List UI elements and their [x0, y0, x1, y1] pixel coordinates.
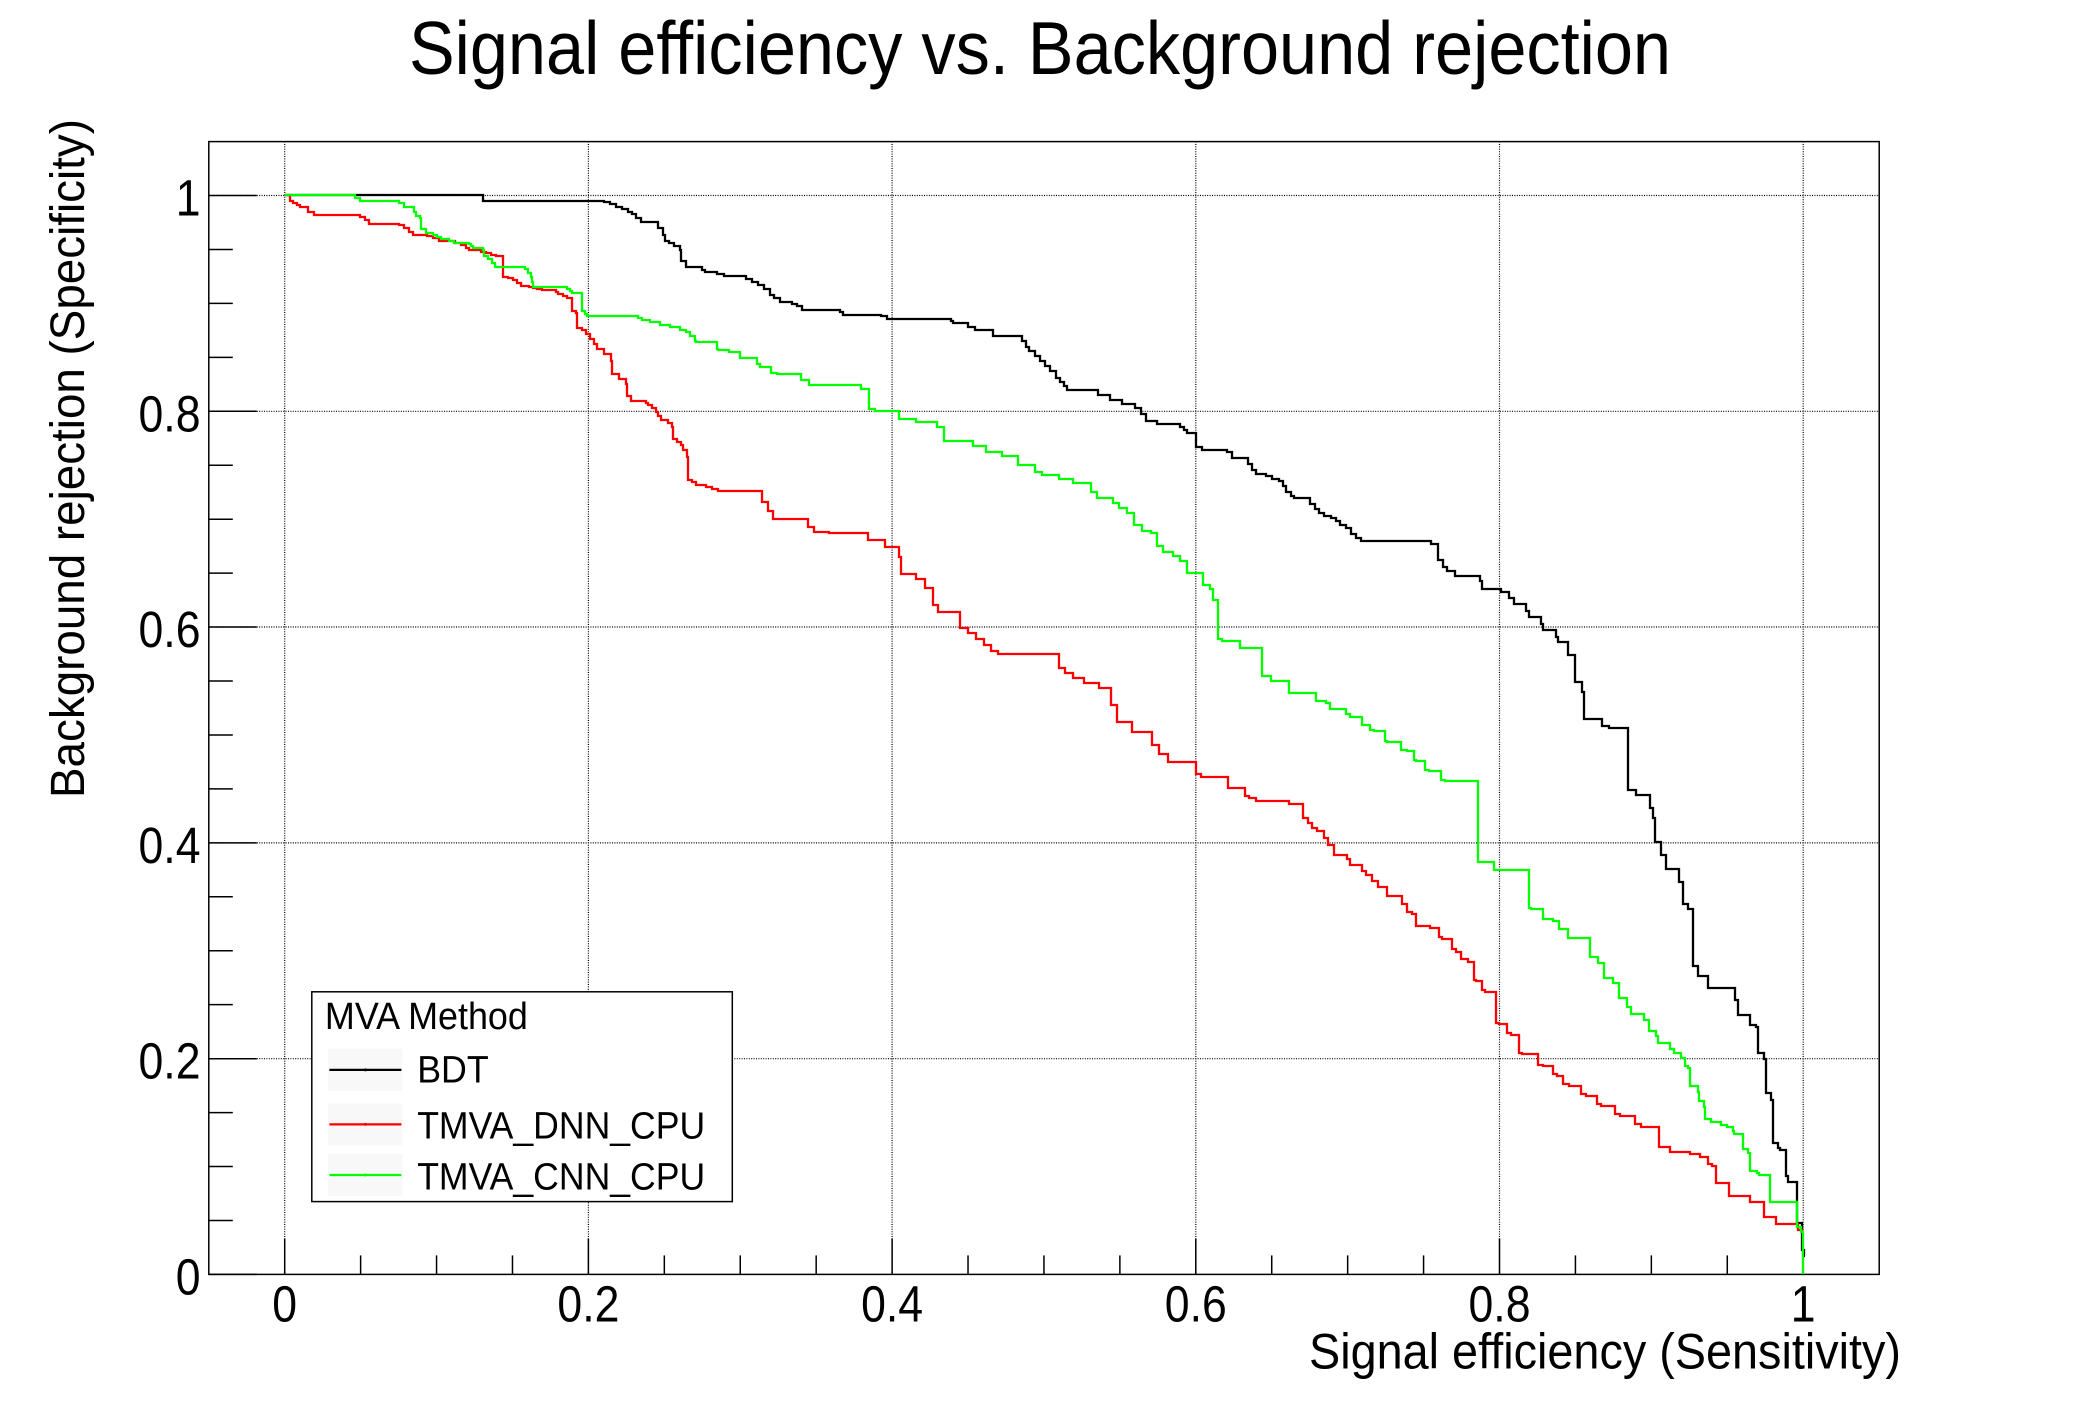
- svg-text:0.2: 0.2: [139, 1033, 201, 1090]
- svg-text:Signal efficiency vs. Backgrou: Signal efficiency vs. Background rejecti…: [409, 6, 1671, 90]
- svg-text:Signal efficiency (Sensitivity: Signal efficiency (Sensitivity): [1309, 1324, 1901, 1380]
- svg-text:0: 0: [272, 1276, 297, 1333]
- svg-text:BDT: BDT: [417, 1049, 489, 1091]
- svg-text:0: 0: [176, 1248, 201, 1305]
- svg-text:Background rejection (Specific: Background rejection (Specificity): [41, 119, 95, 798]
- svg-text:0.4: 0.4: [139, 817, 201, 874]
- svg-text:0.4: 0.4: [861, 1276, 923, 1333]
- svg-text:0.6: 0.6: [139, 601, 201, 658]
- svg-text:0.2: 0.2: [557, 1276, 619, 1333]
- svg-text:0.8: 0.8: [139, 385, 201, 442]
- svg-text:MVA Method: MVA Method: [325, 996, 528, 1038]
- svg-text:TMVA_DNN_CPU: TMVA_DNN_CPU: [417, 1106, 705, 1148]
- svg-text:TMVA_CNN_CPU: TMVA_CNN_CPU: [417, 1157, 705, 1199]
- svg-text:0.8: 0.8: [1469, 1276, 1531, 1333]
- svg-text:1: 1: [176, 170, 201, 227]
- svg-text:0.6: 0.6: [1165, 1276, 1227, 1333]
- svg-text:1: 1: [1791, 1276, 1816, 1333]
